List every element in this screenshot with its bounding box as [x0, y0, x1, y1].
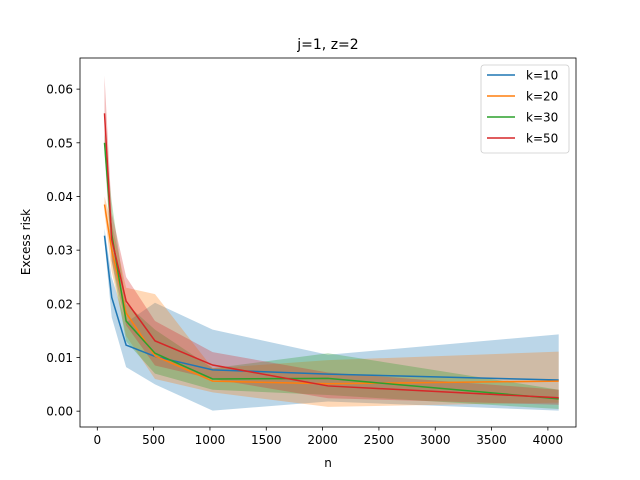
x-axis-ticks: 0 500 1000 1500 2000 2500 3000 3500 4000: [93, 427, 563, 447]
x-tick-label: 2500: [364, 433, 395, 447]
series-lines: [103, 113, 559, 400]
x-tick-label: 3500: [476, 433, 507, 447]
y-tick-label: 0.03: [46, 244, 73, 258]
legend: k=10 k=20 k=30 k=50: [480, 64, 570, 154]
y-tick-label: 0.04: [46, 190, 73, 204]
legend-label-k-20: k=20: [526, 90, 558, 104]
y-tick-label: 0.00: [46, 405, 73, 419]
plot-frame: [79, 57, 577, 428]
y-axis-label: Excess risk: [19, 209, 33, 275]
band-k-10: [104, 228, 559, 411]
y-tick-label: 0.02: [46, 297, 73, 311]
x-tick-label: 1000: [195, 433, 226, 447]
x-tick-label: 3000: [420, 433, 451, 447]
y-axis-ticks: 0.00 0.01 0.02 0.03 0.04 0.05 0.06: [46, 83, 80, 419]
x-tick-label: 0: [93, 433, 101, 447]
chart-title: j=1, z=2: [296, 37, 358, 53]
y-tick-label: 0.01: [46, 351, 73, 365]
line-k-20: [103, 204, 559, 385]
x-axis-label: n: [324, 456, 332, 470]
legend-label-k-10: k=10: [526, 69, 558, 83]
legend-label-k-50: k=50: [526, 132, 558, 146]
legend-box: [480, 64, 570, 154]
x-tick-label: 1500: [251, 433, 282, 447]
legend-label-k-30: k=30: [526, 111, 558, 125]
x-tick-label: 500: [142, 433, 165, 447]
line-k-50: [103, 113, 559, 399]
band-k-20: [104, 196, 559, 407]
confidence-bands: [104, 75, 559, 411]
y-tick-label: 0.06: [46, 83, 73, 97]
y-tick-label: 0.05: [46, 136, 73, 150]
x-tick-label: 4000: [533, 433, 564, 447]
x-tick-label: 2000: [307, 433, 338, 447]
